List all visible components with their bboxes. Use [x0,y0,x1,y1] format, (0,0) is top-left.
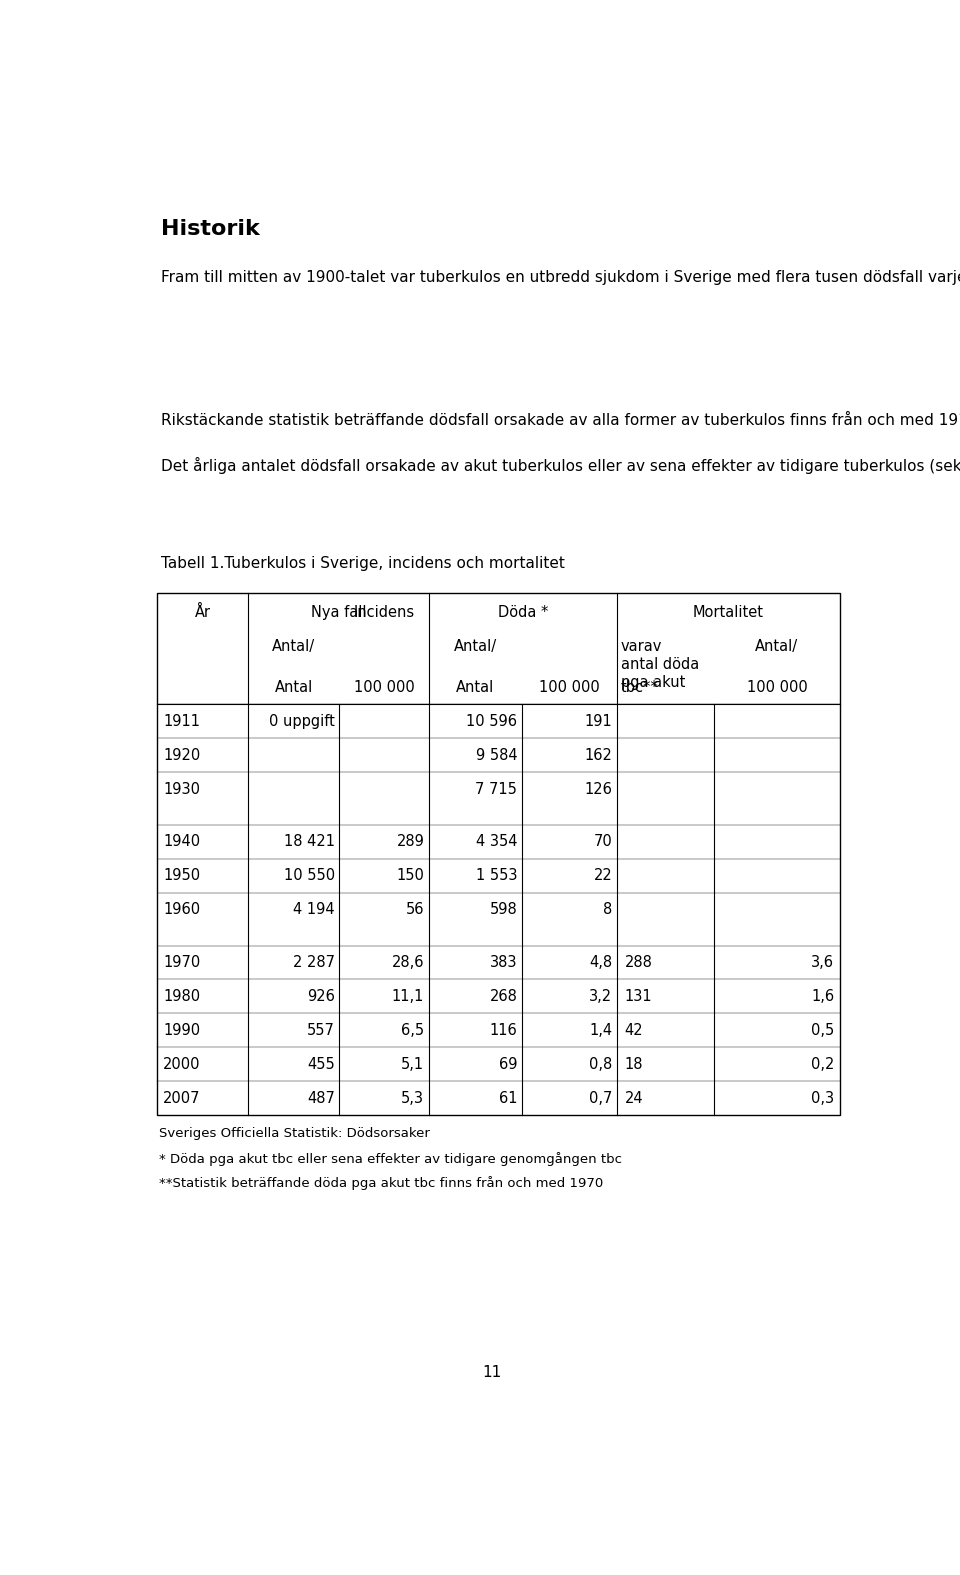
Text: Sveriges Officiella Statistik: Dödsorsaker: Sveriges Officiella Statistik: Dödsorsak… [159,1128,430,1140]
Text: 3,2: 3,2 [589,989,612,1003]
Text: Antal/: Antal/ [454,639,497,654]
Text: 150: 150 [396,868,424,884]
Text: 70: 70 [594,835,612,849]
Text: 22: 22 [594,868,612,884]
Text: 557: 557 [307,1022,335,1038]
Text: 0,5: 0,5 [811,1022,834,1038]
Text: 0 uppgift: 0 uppgift [269,713,335,729]
Text: 1911: 1911 [163,713,200,729]
Text: 1920: 1920 [163,748,201,762]
Text: 191: 191 [585,713,612,729]
Text: 1 553: 1 553 [476,868,517,884]
Text: Historik: Historik [161,219,259,239]
Text: 289: 289 [396,835,424,849]
Text: 1970: 1970 [163,954,201,970]
Text: 100 000: 100 000 [747,680,807,695]
Text: 69: 69 [499,1057,517,1073]
Text: 162: 162 [585,748,612,762]
Text: 10 596: 10 596 [467,713,517,729]
Text: tbc**: tbc** [621,680,659,695]
Text: 1940: 1940 [163,835,201,849]
Text: Det årliga antalet dödsfall orsakade av akut tuberkulos eller av sena effekter a: Det årliga antalet dödsfall orsakade av … [161,457,960,474]
Text: 268: 268 [490,989,517,1003]
Text: 1980: 1980 [163,989,201,1003]
Text: 18: 18 [624,1057,643,1073]
Text: Antal: Antal [456,680,494,695]
Text: 126: 126 [585,781,612,797]
Text: 5,3: 5,3 [401,1091,424,1106]
Text: 0,8: 0,8 [589,1057,612,1073]
Text: 100 000: 100 000 [353,680,415,695]
Text: 383: 383 [490,954,517,970]
Text: 0,2: 0,2 [811,1057,834,1073]
Text: 2000: 2000 [163,1057,201,1073]
Text: Tabell 1.Tuberkulos i Sverige, incidens och mortalitet: Tabell 1.Tuberkulos i Sverige, incidens … [161,556,564,572]
Text: 3,6: 3,6 [811,954,834,970]
Text: 42: 42 [624,1022,643,1038]
Text: 455: 455 [307,1057,335,1073]
Text: 1,4: 1,4 [589,1022,612,1038]
Text: 0,7: 0,7 [589,1091,612,1106]
Bar [157,592,840,1115]
Text: 11: 11 [482,1366,502,1380]
Text: År: År [195,605,210,621]
Text: 926: 926 [307,989,335,1003]
Text: 116: 116 [490,1022,517,1038]
Text: 598: 598 [490,902,517,917]
Text: 4 194: 4 194 [294,902,335,917]
Text: 100 000: 100 000 [539,680,600,695]
Text: 2007: 2007 [163,1091,201,1106]
Text: **Statistik beträffande döda pga akut tbc finns från och med 1970: **Statistik beträffande döda pga akut tb… [159,1177,604,1189]
Text: Döda *: Döda * [497,605,548,621]
Text: Antal/: Antal/ [756,639,799,654]
Text: 6,5: 6,5 [401,1022,424,1038]
Text: 4,8: 4,8 [589,954,612,970]
Text: 288: 288 [624,954,652,970]
Text: 11,1: 11,1 [392,989,424,1003]
Text: 56: 56 [406,902,424,917]
Text: Incidens: Incidens [353,605,415,621]
Text: 1930: 1930 [163,781,200,797]
Text: Antal/: Antal/ [273,639,315,654]
Text: 5,1: 5,1 [401,1057,424,1073]
Text: 2 287: 2 287 [293,954,335,970]
Text: 7 715: 7 715 [475,781,517,797]
Text: 0,3: 0,3 [811,1091,834,1106]
Text: Antal: Antal [275,680,313,695]
Text: * Döda pga akut tbc eller sena effekter av tidigare genomgången tbc: * Döda pga akut tbc eller sena effekter … [159,1151,622,1166]
Text: Rikstäckande statistik beträffande dödsfall orsakade av alla former av tuberkulo: Rikstäckande statistik beträffande dödsf… [161,411,960,428]
Text: 4 354: 4 354 [476,835,517,849]
Text: 8: 8 [603,902,612,917]
Text: varav
antal döda
pga akut: varav antal döda pga akut [621,639,699,690]
Text: 1960: 1960 [163,902,201,917]
Text: 487: 487 [307,1091,335,1106]
Text: 10 550: 10 550 [284,868,335,884]
Text: Mortalitet: Mortalitet [693,605,764,621]
Text: 1,6: 1,6 [811,989,834,1003]
Text: Fram till mitten av 1900-talet var tuberkulos en utbredd sjukdom i Sverige med f: Fram till mitten av 1900-talet var tuber… [161,268,960,285]
Text: 61: 61 [499,1091,517,1106]
Text: 9 584: 9 584 [475,748,517,762]
Text: Nya fall: Nya fall [311,605,366,621]
Text: 24: 24 [624,1091,643,1106]
Text: 28,6: 28,6 [392,954,424,970]
Text: 1950: 1950 [163,868,201,884]
Text: 131: 131 [624,989,652,1003]
Text: 1990: 1990 [163,1022,201,1038]
Text: 18 421: 18 421 [284,835,335,849]
